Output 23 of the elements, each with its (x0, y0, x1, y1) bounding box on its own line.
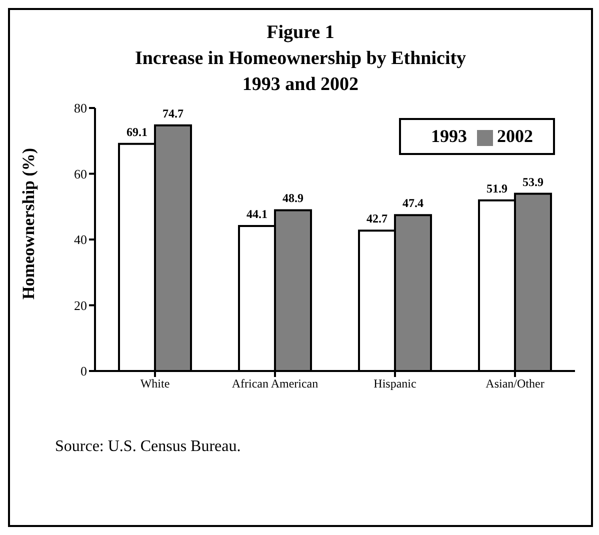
y-tick-label: 80 (74, 100, 87, 116)
data-label: 69.1 (126, 124, 148, 139)
legend-label: 2002 (497, 126, 533, 146)
x-tick-label: White (140, 376, 170, 391)
x-tick-label: Hispanic (374, 376, 416, 391)
y-tick-label: 60 (74, 166, 87, 182)
data-label: 53.9 (522, 174, 544, 189)
data-label: 47.4 (402, 196, 424, 210)
y-tick-label: 0 (80, 364, 87, 379)
data-label: 44.1 (246, 207, 268, 222)
y-tick-label: 40 (74, 232, 87, 248)
data-label: 51.9 (486, 181, 508, 196)
text: 1993 (431, 126, 467, 146)
y-tick-label: 20 (74, 298, 87, 313)
data-label: 48.9 (282, 191, 304, 206)
chart-subtitle: Increase in Homeownership by Ethnicity 1993 and 2002 (134, 47, 468, 97)
chart-title: Figure 1 (266, 21, 336, 45)
source-note: Source: U.S. Census Bureau. (55, 438, 242, 456)
x-tick-label: Asian/Other (486, 376, 544, 391)
y-axis-title: Homeownership (%) (19, 148, 38, 300)
x-tick-label: African American (232, 376, 318, 391)
data-label: 74.7 (162, 106, 184, 120)
data-label: 42.7 (366, 212, 388, 226)
